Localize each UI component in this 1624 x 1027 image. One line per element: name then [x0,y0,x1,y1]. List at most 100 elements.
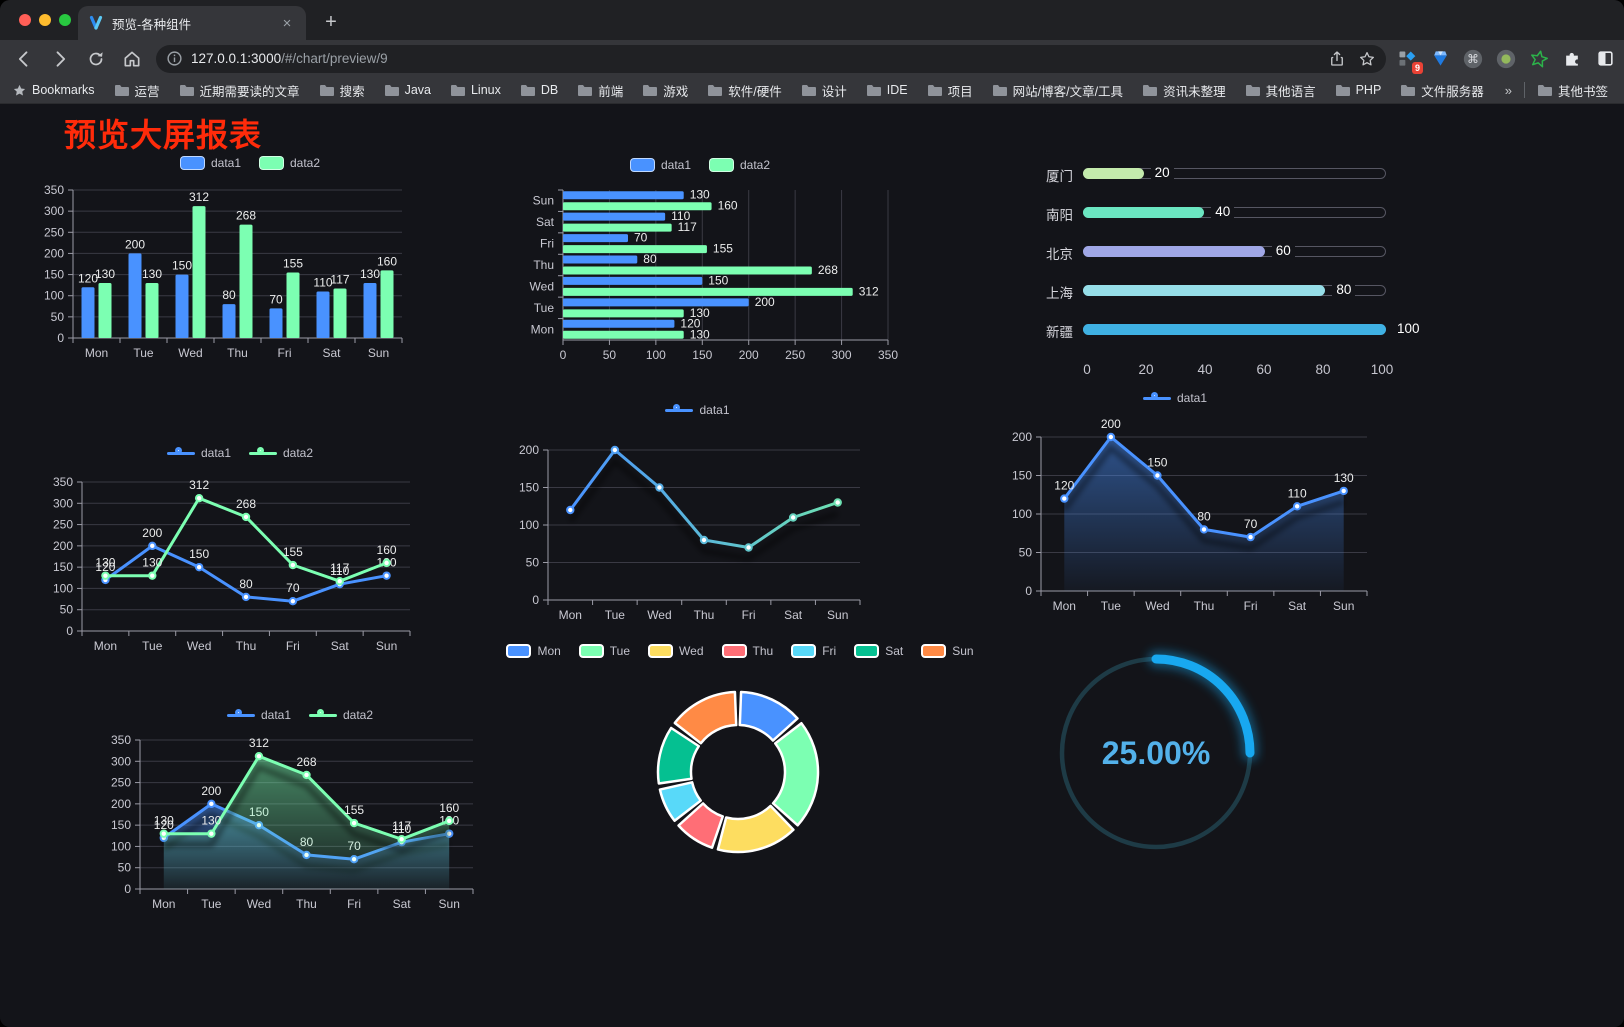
bookmark-item[interactable]: 设计 [801,81,847,100]
svg-text:268: 268 [236,497,256,511]
site-info-icon[interactable] [166,50,183,67]
home-icon[interactable] [120,47,144,71]
bookmark-item[interactable]: DB [520,83,558,97]
svg-text:Thu: Thu [694,608,715,622]
bookmark-item[interactable]: 软件/硬件 [707,81,782,100]
legend-item-data1[interactable]: data1 [166,446,231,460]
legend-item-Sun[interactable]: Sun [921,644,974,658]
svg-text:200: 200 [1101,417,1121,431]
svg-text:117: 117 [330,561,349,575]
address-bar[interactable]: 127.0.0.1:3000/#/chart/preview/9 [156,44,1386,73]
legend-item-Wed[interactable]: Wed [648,644,704,658]
dark-mode-extension-icon[interactable] [1593,47,1617,71]
capsule-fill [1083,324,1386,335]
svg-text:250: 250 [785,348,805,362]
svg-text:200: 200 [519,443,539,457]
svg-text:200: 200 [142,526,162,540]
svg-text:80: 80 [222,288,236,302]
forward-icon[interactable] [48,47,72,71]
traffic-light-close[interactable] [19,14,31,26]
recorder-extension-icon[interactable] [1494,47,1518,71]
legend-item-data2[interactable]: data2 [309,708,373,722]
bookmark-item[interactable]: Linux [450,83,501,97]
legend-item-Sat[interactable]: Sat [854,644,903,658]
browser-tab[interactable]: 预览-各种组件 × [78,6,306,40]
svg-text:300: 300 [44,204,64,218]
svg-text:120: 120 [78,271,98,285]
legend-item-data2[interactable]: data2 [709,158,770,172]
bookmark-item[interactable]: 文件服务器 [1400,81,1484,100]
svg-text:Wed: Wed [530,279,554,293]
bookmark-label: IDE [886,83,908,97]
svg-text:160: 160 [718,199,738,213]
svg-text:312: 312 [189,478,209,492]
bookmark-item[interactable]: PHP [1335,83,1381,97]
bookmark-item[interactable]: IDE [866,83,908,97]
bookmark-item[interactable]: 前端 [577,81,623,100]
bookmark-label: DB [540,83,559,97]
svg-text:Fri: Fri [742,608,756,622]
gem-extension-icon[interactable] [1428,47,1452,71]
bookmarks-manager[interactable]: Bookmarks [12,83,95,98]
svg-text:80: 80 [643,252,657,266]
svg-text:268: 268 [818,263,838,277]
svg-text:350: 350 [111,733,131,747]
svg-text:160: 160 [439,801,459,815]
legend-item-data1[interactable]: data1 [665,403,730,417]
extension-badge: 9 [1411,61,1423,74]
legend-label: Thu [752,644,774,658]
svg-text:155: 155 [283,256,303,270]
bookmarks-overflow-chevron[interactable]: » [1504,82,1512,98]
tab-manager-extension-icon[interactable]: 9 [1395,47,1423,74]
bookmark-item[interactable]: Java [384,83,431,97]
svg-text:80: 80 [1197,509,1211,523]
bookmark-item[interactable]: 项目 [927,81,973,100]
bookmark-label: 网站/博客/文章/工具 [1012,84,1124,99]
traffic-light-minimize[interactable] [39,14,51,26]
legend-item-Tue[interactable]: Tue [578,644,630,658]
bookmark-item[interactable]: 近期需要读的文章 [179,81,300,100]
extensions-puzzle-icon[interactable] [1560,47,1584,71]
url-path: /#/chart/preview/9 [281,51,388,66]
svg-text:130: 130 [154,814,174,828]
legend-label: data2 [290,156,321,170]
legend-item-Mon[interactable]: Mon [506,644,561,658]
share-icon[interactable] [1328,50,1346,68]
capsule-fill [1083,207,1205,218]
legend-item-Thu[interactable]: Thu [721,644,774,658]
legend-item-data1[interactable]: data1 [629,158,691,172]
svg-text:150: 150 [708,273,728,287]
legend-item-data2[interactable]: data2 [259,156,320,170]
svg-text:110: 110 [671,209,690,223]
traffic-light-zoom[interactable] [59,14,71,26]
legend-marker [179,156,205,170]
bookmark-item[interactable]: 运营 [114,81,160,100]
svg-text:155: 155 [283,545,303,559]
legend-item-Fri[interactable]: Fri [791,644,836,658]
bookmark-item[interactable]: 游戏 [642,81,688,100]
svg-text:120: 120 [154,818,174,832]
bookmark-item[interactable]: 网站/博客/文章/工具 [992,81,1123,100]
green-star-extension-icon[interactable] [1527,47,1551,71]
svg-text:Wed: Wed [247,897,271,911]
other-bookmarks-folder[interactable]: 其他书签 [1537,81,1608,100]
legend-item-data1[interactable]: data1 [179,156,241,170]
legend-item-data2[interactable]: data2 [249,446,313,460]
url-text: 127.0.0.1:3000/#/chart/preview/9 [191,51,388,66]
bookmark-item[interactable]: 其他语言 [1245,81,1316,100]
back-icon[interactable] [12,47,36,71]
svg-text:120: 120 [1054,479,1074,493]
bookmark-star-icon[interactable] [1358,50,1376,68]
reload-icon[interactable] [84,47,108,71]
bookmark-item[interactable]: 搜索 [319,81,365,100]
bookmark-item[interactable]: 资讯未整理 [1142,81,1226,100]
legend-item-data1[interactable]: data1 [1142,391,1207,405]
command-extension-icon[interactable]: ⌘ [1461,47,1485,71]
star-icon [13,84,26,95]
new-tab-button[interactable]: + [325,11,337,33]
tab-close-icon[interactable]: × [282,14,292,32]
other-bookmarks-label: 其他书签 [1557,84,1608,99]
svg-text:Tue: Tue [605,608,626,622]
legend-item-data1[interactable]: data1 [226,708,291,722]
